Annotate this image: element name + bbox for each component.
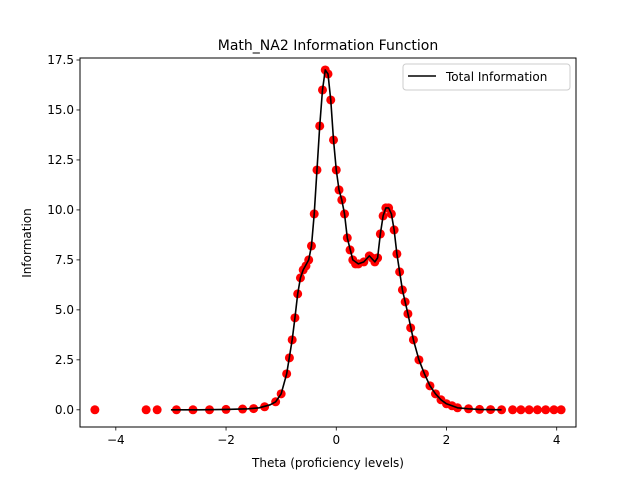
data-point	[541, 405, 551, 415]
legend: Total Information	[402, 63, 571, 91]
legend-label-total-information: Total Information	[445, 70, 547, 84]
plot-background	[80, 58, 576, 427]
total-information-line	[170, 69, 502, 411]
data-point	[556, 405, 566, 415]
y-tick-label: 17.5	[47, 53, 74, 67]
y-tick-label: 10.0	[47, 203, 74, 217]
y-tick-label: 0.0	[55, 403, 74, 417]
y-tick-label: 2.5	[55, 353, 74, 367]
data-point	[152, 405, 162, 415]
x-tick-label: 0	[332, 433, 340, 447]
x-tick-label: 2	[443, 433, 451, 447]
x-axis-label: Theta (proficiency levels)	[251, 456, 404, 470]
y-axis-label: Information	[20, 208, 34, 277]
x-tick-label: −4	[107, 433, 125, 447]
plot-frame	[79, 57, 577, 428]
data-point	[549, 405, 559, 415]
plot-area	[79, 57, 577, 428]
legend-box	[402, 63, 571, 91]
y-tick-label: 15.0	[47, 103, 74, 117]
data-point	[516, 405, 526, 415]
data-point	[508, 405, 518, 415]
data-point	[532, 405, 542, 415]
line-layer	[170, 69, 502, 411]
y-tick-label: 5.0	[55, 303, 74, 317]
data-point	[141, 405, 151, 415]
y-tick-label: 12.5	[47, 153, 74, 167]
y-tick-label: 7.5	[55, 253, 74, 267]
data-point	[524, 405, 534, 415]
x-axis: −4 −2 0 2 4	[107, 427, 561, 447]
x-tick-label: 4	[553, 433, 561, 447]
data-point	[90, 405, 100, 415]
y-axis: 0.0 2.5 5.0 7.5 10.0 12.5 15.0 17.5	[47, 53, 80, 417]
chart-title: Math_NA2 Information Function	[218, 38, 438, 54]
x-tick-label: −2	[217, 433, 235, 447]
